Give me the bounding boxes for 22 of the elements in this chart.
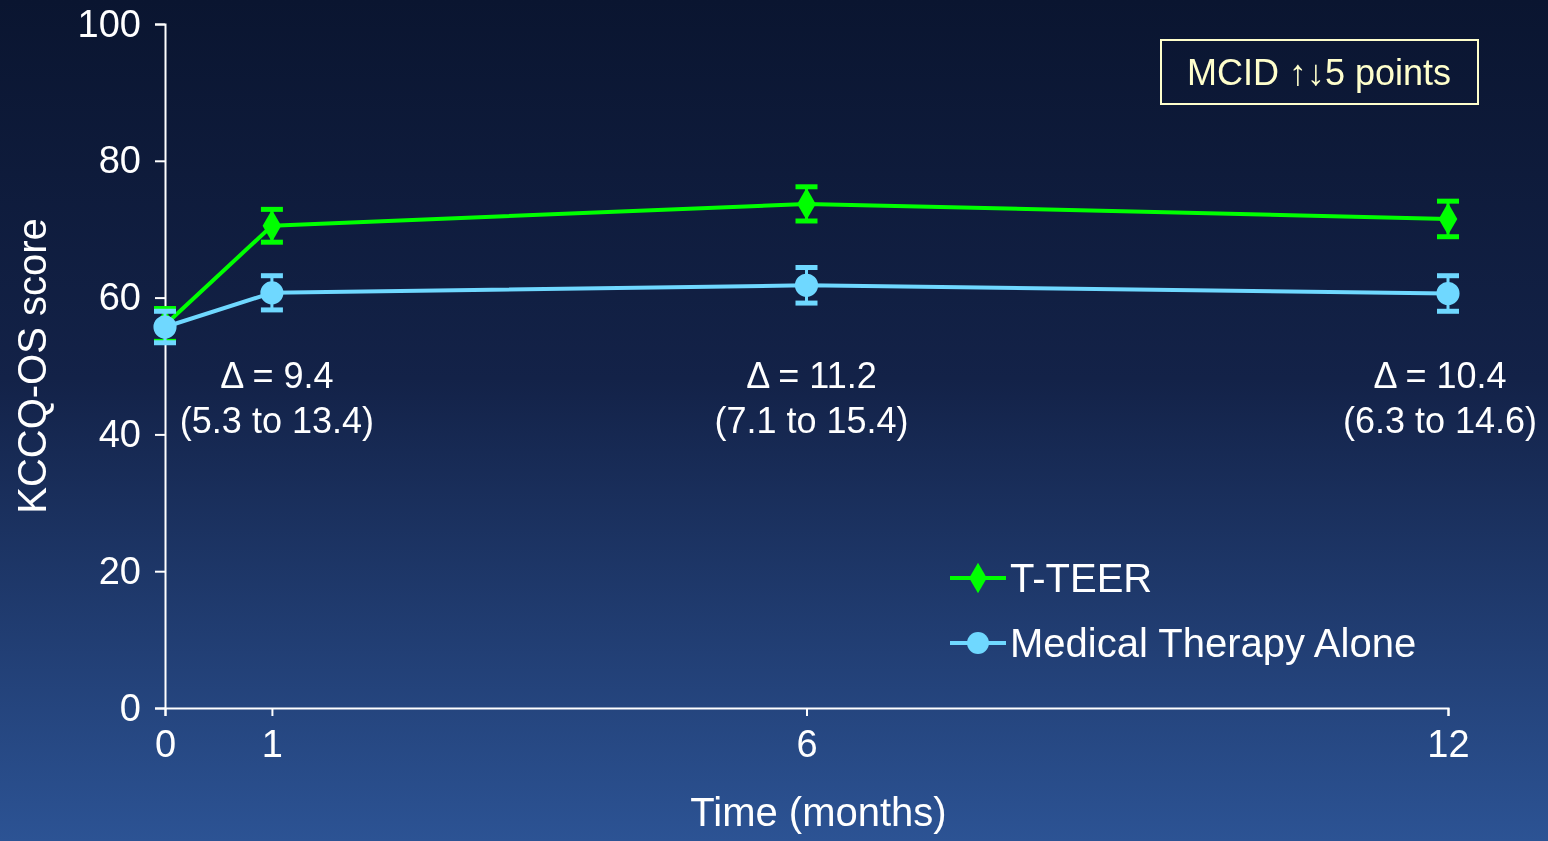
annotation: Δ = 9.4 (5.3 to 13.4) bbox=[179, 355, 374, 441]
y-tick-label: 0 bbox=[119, 686, 141, 729]
y-tick-label: 60 bbox=[98, 276, 141, 319]
legend-label: Medical Therapy Alone bbox=[1010, 621, 1417, 665]
annotation: MCID ↑↓5 points bbox=[1186, 52, 1452, 93]
x-tick-label: 6 bbox=[796, 722, 818, 765]
point bbox=[153, 315, 177, 339]
y-tick-label: 100 bbox=[77, 2, 141, 45]
legend-label: T-TEER bbox=[1010, 556, 1153, 600]
annotation: Δ = 10.4 (6.3 to 14.6) bbox=[1342, 355, 1538, 441]
point bbox=[1436, 281, 1460, 306]
y-tick-label: 20 bbox=[98, 549, 141, 592]
y-axis-title: KCCQ-OS score bbox=[10, 218, 54, 514]
x-axis-title: Time (months) bbox=[690, 790, 947, 834]
y-tick-label: 40 bbox=[98, 413, 141, 456]
x-tick-label: 0 bbox=[154, 722, 177, 765]
y-tick-label: 80 bbox=[98, 139, 141, 182]
x-tick-label: 12 bbox=[1427, 722, 1470, 765]
point bbox=[260, 281, 284, 305]
annotation: Δ = 11.2 (7.1 to 15.4) bbox=[714, 355, 909, 441]
x-tick-label: 1 bbox=[261, 722, 283, 765]
point bbox=[794, 273, 819, 297]
